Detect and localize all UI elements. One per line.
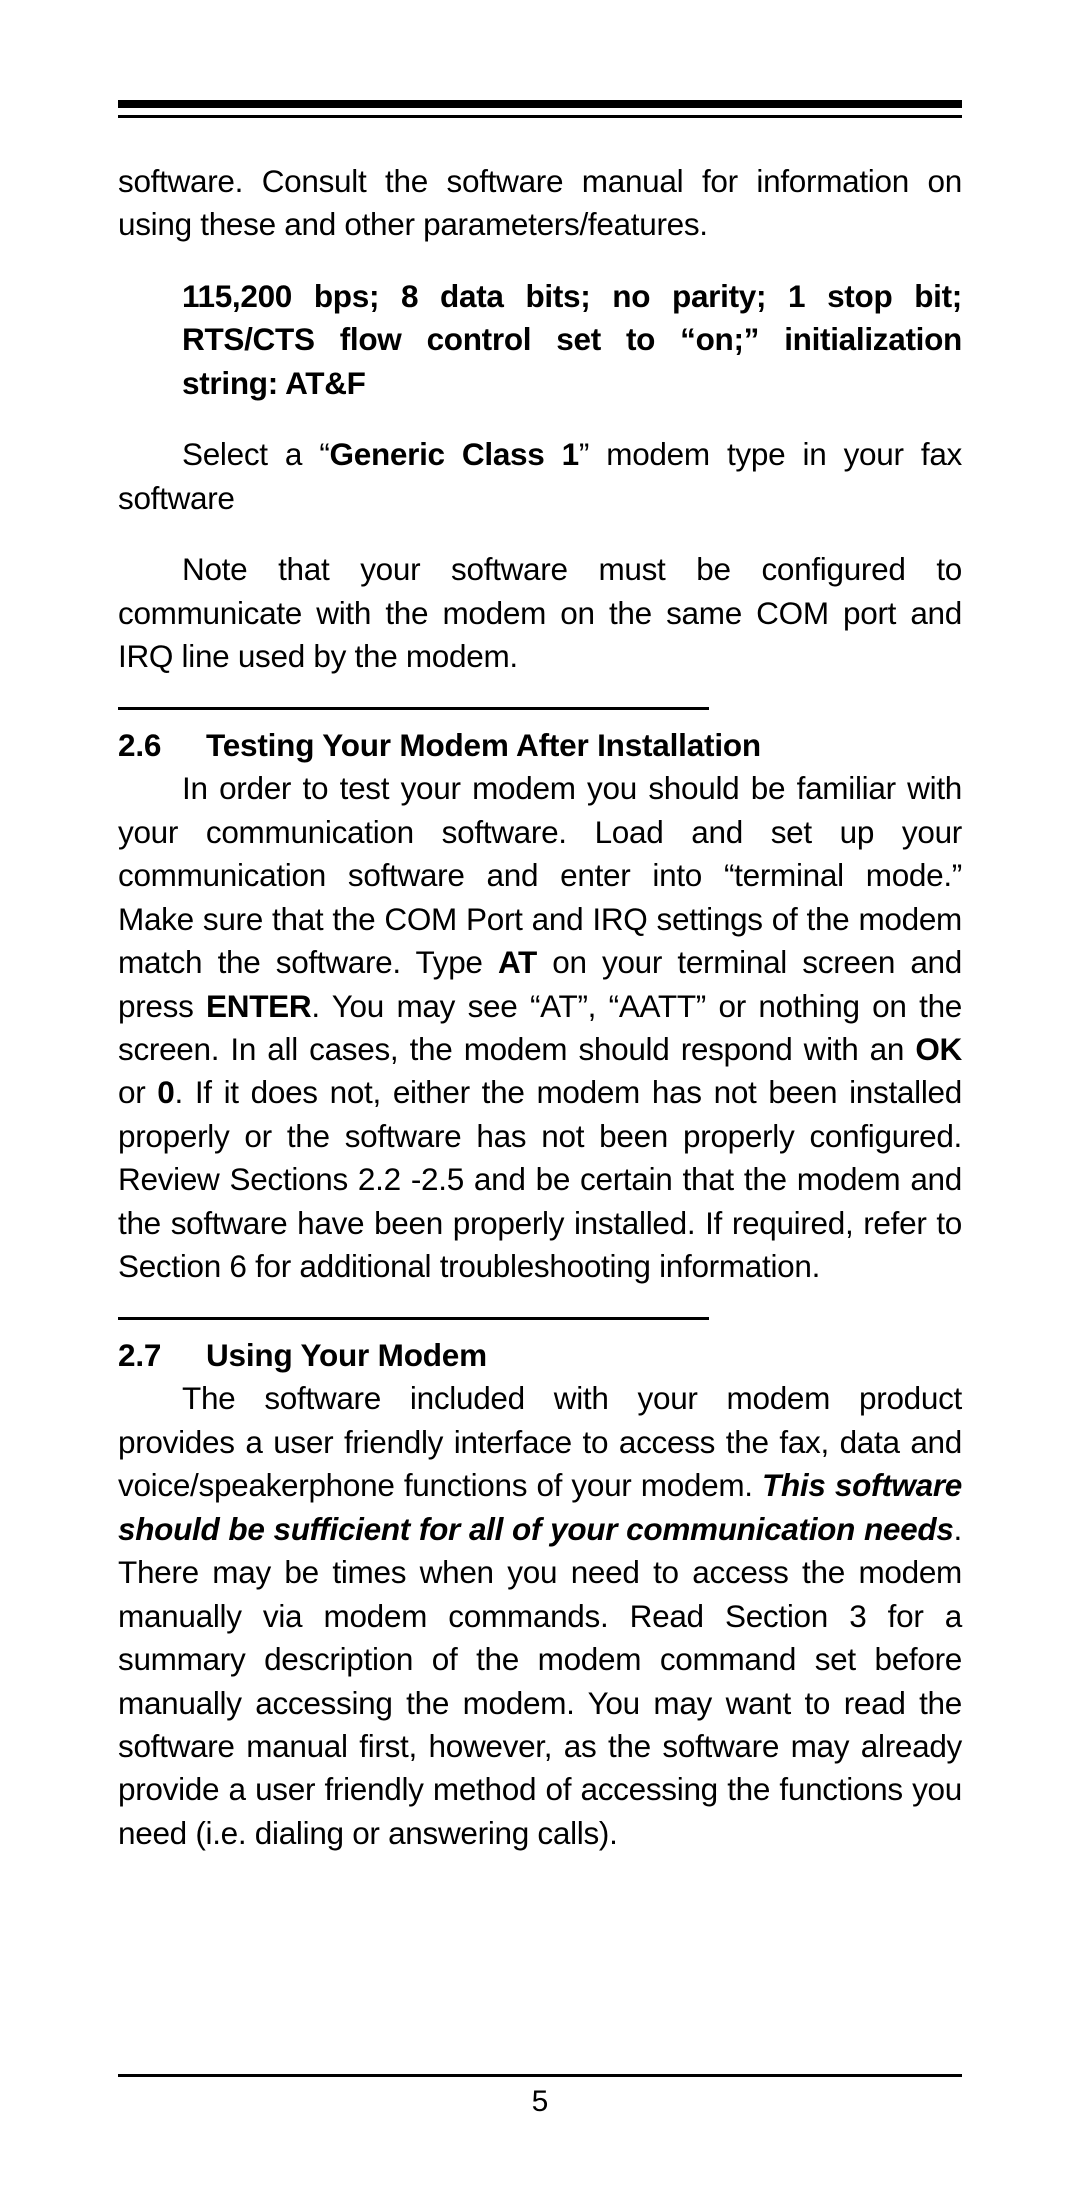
text-run: Select a “	[182, 436, 330, 472]
text-run: or	[118, 1074, 157, 1110]
document-page: software. Consult the software manual fo…	[0, 0, 1080, 2199]
text-run: . There may be times when you need to ac…	[118, 1511, 962, 1851]
section-title: Testing Your Modem After Installation	[206, 727, 761, 763]
section-heading-2-6: 2.6Testing Your Modem After Installation	[118, 724, 962, 767]
section-number: 2.7	[118, 1334, 206, 1377]
intro-paragraph-1: software. Consult the software manual fo…	[118, 160, 962, 247]
section-rule	[118, 707, 709, 710]
section-2-7-body: The software included with your modem pr…	[118, 1377, 962, 1855]
generic-class-bold: Generic Class 1	[330, 436, 579, 472]
section-heading-2-7: 2.7Using Your Modem	[118, 1334, 962, 1377]
zero-bold: 0	[157, 1074, 174, 1110]
at-bold: AT	[498, 944, 537, 980]
section-rule	[118, 1317, 709, 1320]
section-title: Using Your Modem	[206, 1337, 487, 1373]
section-number: 2.6	[118, 724, 206, 767]
top-rule	[118, 100, 962, 118]
intro-paragraph-3: Note that your software must be configur…	[118, 548, 962, 678]
enter-bold: ENTER	[206, 988, 311, 1024]
settings-block: 115,200 bps; 8 data bits; no parity; 1 s…	[182, 275, 962, 405]
ok-bold: OK	[915, 1031, 962, 1067]
page-number: 5	[118, 2085, 962, 2119]
page-footer: 5	[118, 2074, 962, 2119]
section-2-6-body: In order to test your modem you should b…	[118, 767, 962, 1289]
text-run: . If it does not, either the modem has n…	[118, 1074, 962, 1284]
intro-paragraph-2: Select a “Generic Class 1” modem type in…	[118, 433, 962, 520]
bottom-rule	[118, 2074, 962, 2077]
